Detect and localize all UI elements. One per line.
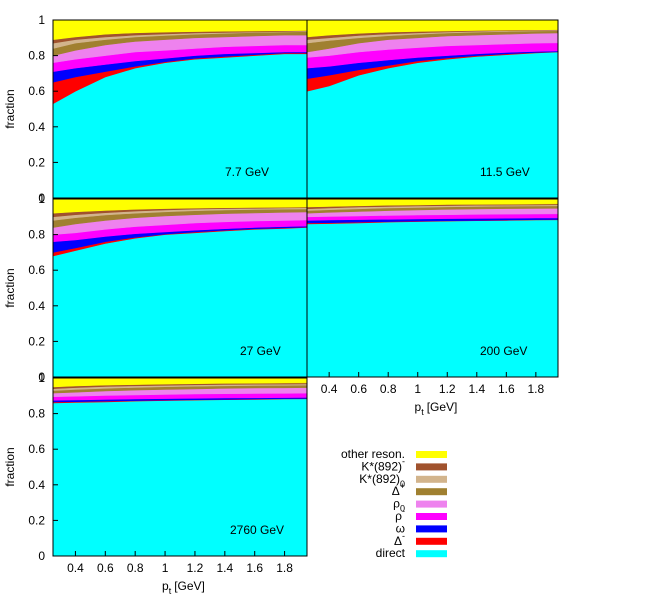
x-tick-label: 0.6	[97, 561, 114, 575]
y-tick-label: 0.8	[28, 228, 45, 242]
x-tick-label: 1.6	[246, 561, 263, 575]
y-tick-label: 0	[38, 549, 45, 563]
legend-swatch-delta_minus	[416, 537, 447, 545]
panel-3: 0.4 0.6 0.8 1 1.2 1.4 1.6 1.8 pt [GeV] 200 GeV	[306, 198, 559, 417]
panel-energy-label: 200 GeV	[480, 344, 527, 358]
legend-swatch-omega	[416, 525, 447, 533]
panel-energy-label: 7.7 GeV	[225, 165, 269, 179]
y-axis-title: fraction	[3, 268, 17, 307]
x-tick-label: 1.2	[187, 561, 204, 575]
y-tick-label: 0.6	[28, 442, 45, 456]
legend-swatch-kstar_minus	[416, 463, 447, 471]
panel-0: 0 0.2 0.4 0.6 0.8 1 fraction 7.7 GeV	[3, 13, 308, 205]
legend-label-delta_plus: Δ+​	[392, 481, 405, 498]
legend-label-kstar_zero: K*(892)0	[359, 472, 405, 489]
x-tick-label: 0.4	[321, 382, 338, 396]
x-tick-label: 1.2	[439, 382, 456, 396]
panel-2: 0 0.2 0.4 0.6 0.8 1 fraction 27 GeV	[3, 192, 308, 384]
legend-swatch-delta_plus	[416, 488, 447, 496]
legend-swatch-kstar_zero	[416, 475, 447, 483]
panel-4: 0 0.2 0.4 0.6 0.8 1 fraction 0.4 0.6 0.8 1 1.2 1.4 1.…	[3, 371, 308, 596]
y-tick-label: 0.6	[28, 84, 45, 98]
legend-label-rho_minus: ρ-​	[395, 506, 405, 523]
y-tick-label: 0.2	[28, 155, 45, 169]
legend-swatch-direct	[416, 550, 447, 558]
legend-label-rho_zero: ρ0	[393, 497, 405, 514]
x-tick-label: 1.8	[276, 561, 293, 575]
legend-label-delta_minus: Δ-​	[394, 531, 405, 548]
y-tick-label: 0	[38, 370, 45, 384]
panel-frame	[306, 19, 559, 199]
x-tick-label: 1.4	[468, 382, 485, 396]
y-tick-label: 1	[38, 192, 45, 206]
panel-frame	[52, 377, 308, 557]
legend-swatch-other	[416, 451, 447, 458]
y-tick-label: 1	[38, 371, 45, 385]
y-tick-label: 0.6	[28, 263, 45, 277]
x-axis-title: pt [GeV]	[415, 400, 458, 417]
y-tick-label: 0.2	[28, 513, 45, 527]
legend-label-kstar_minus: K*(892)-​	[361, 456, 405, 473]
x-tick-label: 1	[162, 561, 169, 575]
y-tick-label: 0.2	[28, 334, 45, 348]
x-tick-label: 0.4	[67, 561, 84, 575]
y-tick-label: 0.8	[28, 49, 45, 63]
x-tick-label: 1.4	[216, 561, 233, 575]
y-tick-label: 1	[38, 13, 45, 27]
y-axis-title: fraction	[3, 89, 17, 128]
y-tick-label: 0.8	[28, 407, 45, 421]
x-tick-label: 0.8	[127, 561, 144, 575]
panel-1: 11.5 GeV	[306, 19, 559, 199]
x-tick-label: 0.6	[350, 382, 367, 396]
legend-label-direct: direct	[376, 546, 406, 560]
panel-energy-label: 11.5 GeV	[480, 165, 530, 179]
legend: other reson.K*(892)-​K*(892)0Δ+​ρ0ρ-​ωΔ-…	[341, 447, 447, 560]
x-axis-title: pt [GeV]	[162, 579, 205, 596]
legend-swatch-rho_minus	[416, 513, 447, 520]
x-tick-label: 1	[414, 382, 421, 396]
panel-energy-label: 2760 GeV	[230, 523, 284, 537]
x-tick-label: 1.6	[498, 382, 515, 396]
y-tick-label: 0.4	[28, 120, 45, 134]
x-tick-label: 1.8	[528, 382, 545, 396]
legend-label-other: other reson.	[341, 447, 405, 461]
y-tick-label: 0.4	[28, 299, 45, 313]
y-tick-label: 0.4	[28, 478, 45, 492]
y-axis-title: fraction	[3, 447, 17, 486]
y-tick-label: 0	[38, 191, 45, 205]
panel-energy-label: 27 GeV	[240, 344, 281, 358]
legend-swatch-rho_zero	[416, 500, 447, 508]
legend-label-omega: ω	[396, 521, 405, 535]
panel-frame	[306, 198, 559, 378]
x-tick-label: 0.8	[380, 382, 397, 396]
